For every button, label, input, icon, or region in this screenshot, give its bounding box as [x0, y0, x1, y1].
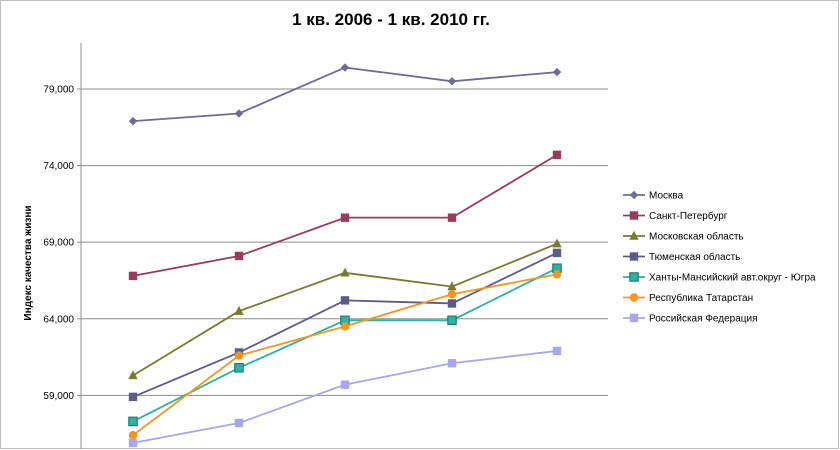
data-point	[128, 416, 138, 427]
data-point	[234, 418, 244, 428]
data-point	[340, 296, 350, 305]
data-point	[128, 438, 138, 448]
legend-label: Ханты-Мансийский авт.округ - Югра	[649, 273, 816, 284]
data-point	[128, 271, 138, 281]
chart-title: 1 кв. 2006 - 1 кв. 2010 гг.	[292, 10, 490, 29]
gridlines	[81, 88, 608, 396]
legend-label: Москва	[649, 191, 684, 202]
data-point	[234, 251, 244, 261]
y-axis-label: Индекс качества жизни	[23, 205, 34, 320]
legend-marker	[629, 190, 639, 200]
legend-label: Республика Татарстан	[649, 292, 753, 304]
y-tick-label: 59,000	[43, 391, 74, 402]
series-line	[132, 350, 558, 444]
data-point	[340, 380, 350, 389]
legend-label: Санкт-Петербург	[649, 210, 728, 222]
legend-item: Москва	[623, 191, 684, 202]
data-point	[234, 363, 244, 373]
legend-label: Тюменская область	[649, 251, 740, 263]
data-point	[552, 346, 562, 356]
series-1	[128, 63, 562, 126]
series-7	[128, 346, 562, 448]
legend-marker	[629, 313, 639, 323]
data-point	[447, 359, 457, 368]
legend-label: Российская Федерация	[649, 314, 758, 325]
data-point	[128, 370, 138, 380]
legend-label: Московская область	[649, 231, 744, 243]
data-point	[447, 299, 457, 308]
data-point	[447, 77, 457, 86]
y-tick-label: 69,000	[43, 238, 74, 249]
data-point	[128, 116, 138, 126]
y-tick-label: 64,000	[43, 314, 74, 325]
data-point	[234, 109, 244, 118]
data-point	[340, 213, 350, 222]
legend-item: Санкт-Петербург	[623, 210, 728, 222]
legend-item: Российская Федерация	[623, 314, 758, 325]
data-point	[552, 270, 562, 279]
series-line	[132, 267, 558, 423]
data-point	[234, 305, 244, 315]
legend-marker	[629, 293, 639, 302]
data-point	[447, 290, 457, 299]
data-point	[552, 248, 562, 258]
legend-marker	[629, 211, 639, 220]
legend-item: Московская область	[623, 231, 744, 243]
data-point	[447, 315, 457, 326]
data-point	[447, 281, 457, 291]
data-point	[340, 322, 350, 331]
data-point	[128, 431, 138, 440]
data-point	[552, 150, 562, 160]
legend: Москва Санкт-Петербург Московская область Т…	[623, 191, 816, 325]
series-6	[128, 270, 562, 440]
legend-marker	[629, 230, 639, 240]
y-tick-label: 74,000	[43, 161, 74, 172]
data-point	[340, 267, 350, 277]
data-point	[340, 63, 350, 72]
data-point	[552, 67, 562, 77]
series-2	[128, 150, 562, 281]
legend-item: Республика Татарстан	[623, 292, 753, 304]
data-point	[552, 238, 562, 248]
data-point	[128, 392, 138, 402]
data-point	[234, 351, 244, 360]
series-5	[128, 263, 562, 427]
series-lines	[128, 63, 562, 448]
legend-item: Тюменская область	[623, 251, 740, 263]
axes	[77, 43, 82, 449]
y-tick-label: 79,000	[43, 84, 74, 95]
series-line	[132, 66, 558, 123]
legend-marker	[629, 252, 639, 261]
series-3	[128, 238, 562, 380]
legend-marker	[629, 272, 639, 282]
legend-item: Ханты-Мансийский авт.округ - Югра	[623, 272, 816, 284]
y-tick-labels: 59,000 64,000 69,000 74,000 79,000	[43, 84, 74, 401]
data-point	[447, 213, 457, 222]
